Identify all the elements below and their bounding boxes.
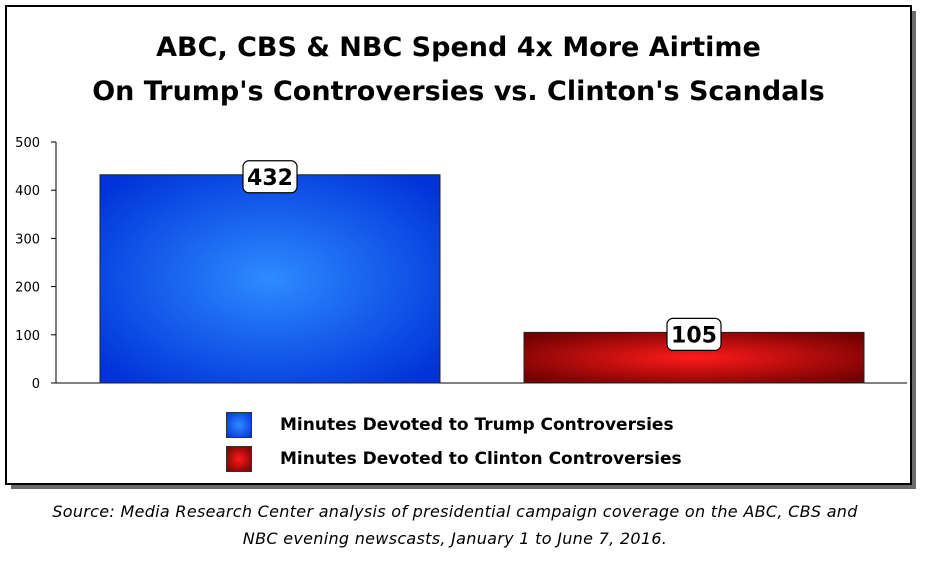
data-label-trump: 432 bbox=[247, 166, 293, 191]
legend-item-clinton: Minutes Devoted to Clinton Controversies bbox=[226, 442, 682, 476]
chart-title-line-2: On Trump's Controversies vs. Clinton's S… bbox=[92, 76, 825, 107]
y-tick-label: 300 bbox=[15, 232, 40, 247]
legend: Minutes Devoted to Trump Controversies M… bbox=[226, 408, 682, 476]
y-tick-label: 400 bbox=[15, 184, 40, 199]
legend-label-clinton: Minutes Devoted to Clinton Controversies bbox=[280, 449, 682, 469]
legend-label-trump: Minutes Devoted to Trump Controversies bbox=[280, 415, 674, 435]
source-line-1: Source: Media Research Center analysis o… bbox=[52, 502, 858, 521]
legend-swatch-trump bbox=[226, 412, 252, 438]
data-label-box-trump bbox=[242, 160, 298, 194]
chart-title: ABC, CBS & NBC Spend 4x More Airtime On … bbox=[0, 26, 917, 114]
data-label-clinton: 105 bbox=[671, 323, 717, 348]
source-line-2: NBC evening newscasts, January 1 to June… bbox=[242, 529, 668, 548]
y-tick-label: 500 bbox=[15, 136, 40, 151]
chart-title-line-1: ABC, CBS & NBC Spend 4x More Airtime bbox=[156, 32, 761, 63]
y-tick-label: 200 bbox=[15, 281, 40, 296]
legend-swatch-clinton bbox=[226, 446, 252, 472]
y-tick-label: 100 bbox=[15, 329, 40, 344]
bar-trump bbox=[99, 174, 441, 384]
source-note: Source: Media Research Center analysis o… bbox=[0, 498, 910, 552]
y-tick-label: 0 bbox=[32, 377, 40, 392]
data-label-box-clinton bbox=[666, 317, 722, 351]
legend-item-trump: Minutes Devoted to Trump Controversies bbox=[226, 408, 682, 442]
